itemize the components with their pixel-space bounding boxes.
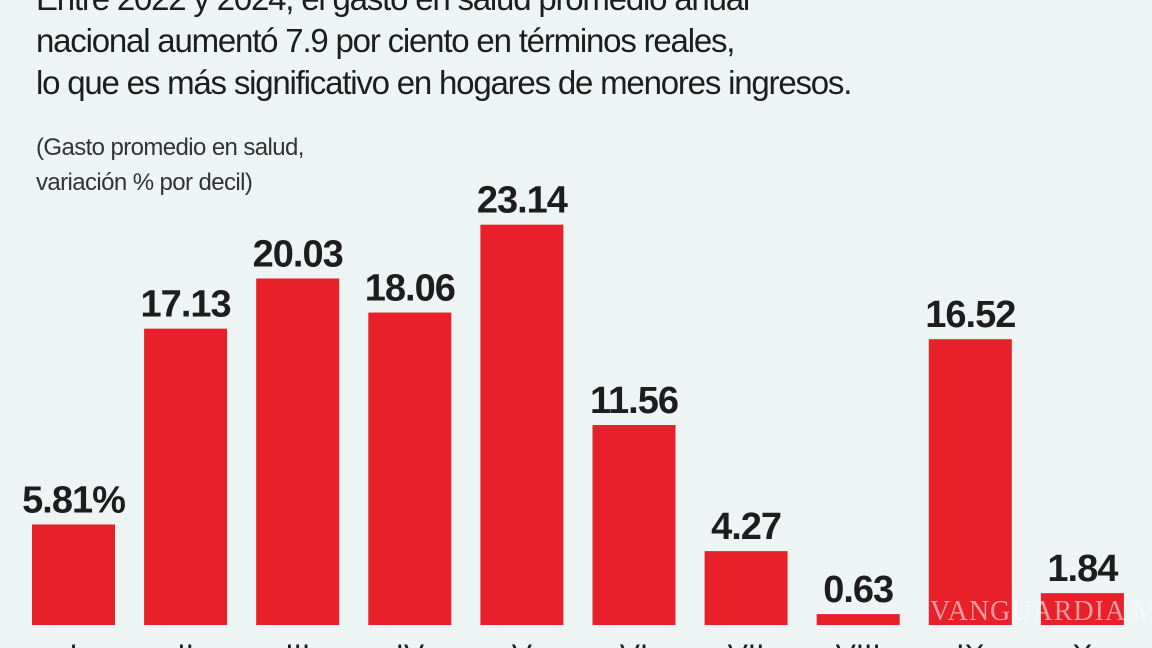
data-label: 0.63 — [823, 569, 893, 611]
bar-I — [32, 524, 115, 625]
data-label: 18.06 — [365, 268, 455, 310]
x-tick-label: VII — [728, 639, 765, 648]
bar-IV — [368, 312, 452, 625]
data-label: 17.13 — [141, 284, 231, 326]
data-label: 20.03 — [253, 233, 343, 275]
x-tick-label: X — [1072, 639, 1092, 648]
x-tick-label: VI — [620, 639, 648, 648]
bar-IX — [928, 339, 1012, 625]
x-tick-label: I — [69, 639, 77, 648]
x-tick-label: V — [512, 639, 532, 648]
bar-VIII — [816, 614, 900, 625]
chart-subtitle: (Gasto promedio en salud, variación % po… — [36, 134, 304, 196]
x-tick-label: II — [177, 639, 194, 648]
bar-II — [144, 328, 228, 625]
x-tick-label: IX — [956, 639, 984, 648]
data-label: 16.52 — [925, 294, 1015, 336]
data-label: 4.27 — [711, 506, 781, 548]
x-tick-label: III — [285, 639, 310, 648]
chart-title: Entre 2022 y 2024, el gasto en salud pro… — [36, 0, 852, 101]
data-label: 11.56 — [590, 380, 678, 422]
watermark-logo: VANGUARDIA MX — [930, 596, 1152, 627]
bar-X — [1040, 593, 1124, 625]
data-label: 23.14 — [477, 180, 568, 222]
bar-III — [256, 278, 340, 625]
bar-VII — [704, 551, 788, 625]
x-tick-label: IV — [396, 639, 424, 648]
data-label: 5.81% — [22, 479, 125, 521]
bar-VI — [592, 425, 676, 625]
x-tick-label: VIII — [836, 639, 881, 648]
data-label: 1.84 — [1047, 548, 1118, 590]
bar-V — [480, 224, 564, 626]
